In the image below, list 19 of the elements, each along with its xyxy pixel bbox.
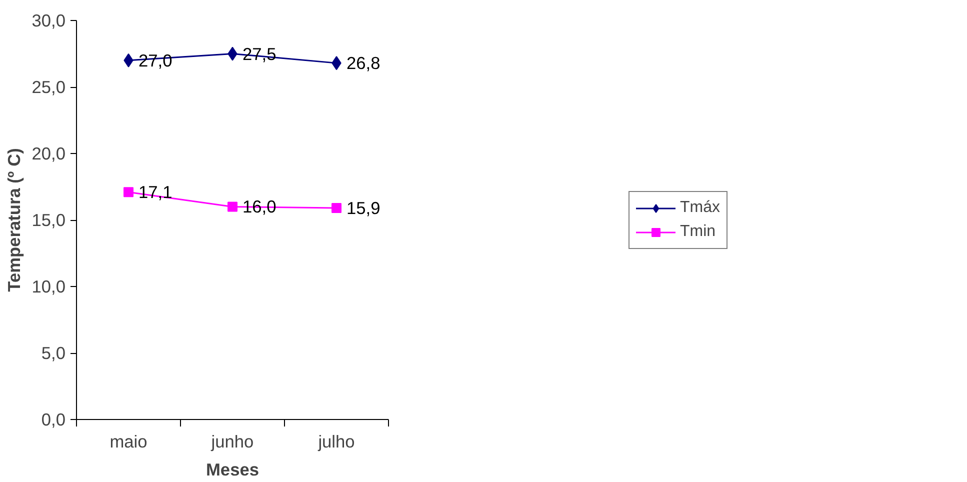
y-tick-label: 15,0 <box>32 210 66 230</box>
legend-label: Tmáx <box>680 198 720 216</box>
data-label: 15,9 <box>346 198 380 218</box>
x-tick-label: julho <box>317 432 355 452</box>
y-tick-label: 0,0 <box>41 410 66 430</box>
legend-label: Tmin <box>680 222 716 240</box>
x-axis-title: Meses <box>206 460 259 480</box>
x-tick-label: maio <box>110 432 148 452</box>
y-tick-label: 10,0 <box>32 276 66 296</box>
data-label: 26,8 <box>346 53 380 74</box>
y-tick-label: 30,0 <box>32 10 66 30</box>
point <box>124 187 134 198</box>
point <box>332 203 342 214</box>
y-tick-label: 20,0 <box>32 144 66 164</box>
y-tick-label: 25,0 <box>32 77 66 97</box>
y-tick-label: 5,0 <box>41 343 66 363</box>
point <box>228 202 238 212</box>
y-axis-title: Temperatura (º C) <box>4 148 24 292</box>
x-tick-label: junho <box>210 432 254 452</box>
